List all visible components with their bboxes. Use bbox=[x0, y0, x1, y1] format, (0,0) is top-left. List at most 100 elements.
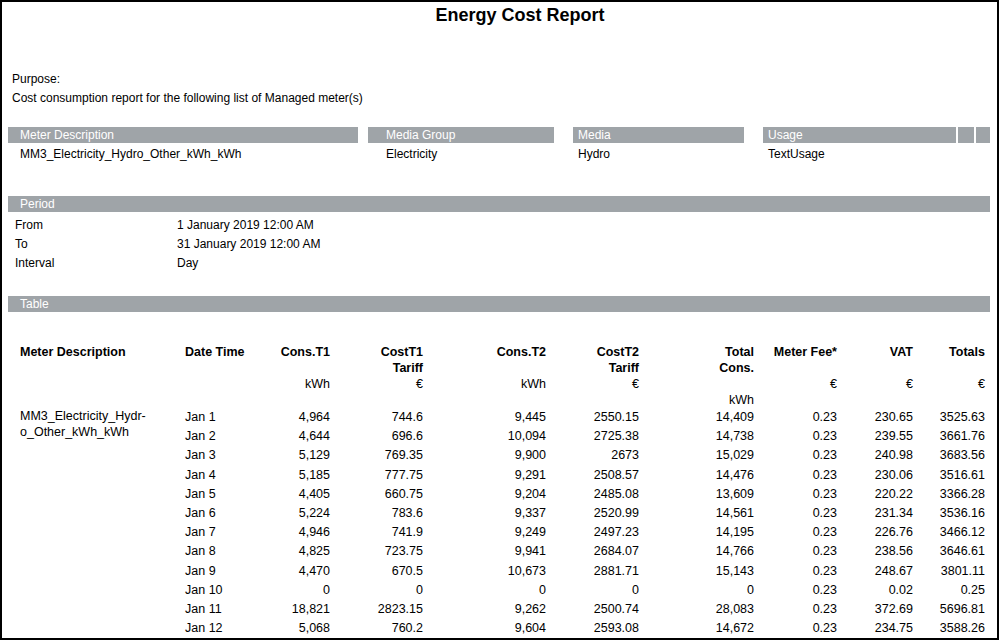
cell-cost-t1: 769.35 bbox=[330, 446, 423, 465]
column-gap bbox=[358, 127, 368, 143]
cell-cost-t1: 760.2 bbox=[330, 619, 423, 638]
cell-cons-t1: 5,068 bbox=[265, 619, 330, 638]
cell-cost-t1: 741.9 bbox=[330, 523, 423, 542]
header-empty-cell bbox=[958, 127, 974, 143]
cell-meter-fee: 0.23 bbox=[754, 523, 837, 542]
cell-cons-t1: 4,644 bbox=[265, 427, 330, 446]
cell-cost-t2: 2520.99 bbox=[546, 504, 639, 523]
table-row: Jan 6 5,224 783.6 9,337 2520.99 14,561 0… bbox=[8, 504, 990, 523]
column-gap bbox=[744, 127, 763, 143]
cell-cons-t2: 9,262 bbox=[423, 600, 546, 619]
cell-total-cons: 14,672 bbox=[639, 619, 754, 638]
purpose-text: Cost consumption report for the followin… bbox=[12, 89, 994, 108]
cell-total-cons: 14,409 bbox=[639, 408, 754, 427]
period-fields: From 1 January 2019 12:00 AM To 31 Janua… bbox=[8, 216, 990, 274]
cell-total-cons: 15,029 bbox=[639, 446, 754, 465]
cell-cons-t2: 9,941 bbox=[423, 542, 546, 561]
table-row: MM3_Electricity_Hydr- o_Other_kWh_kWh Ja… bbox=[8, 408, 990, 427]
cell-meter-description: MM3_Electricity_Hydr- o_Other_kWh_kWh bbox=[8, 408, 170, 427]
cell-meter-description bbox=[8, 581, 170, 600]
period-to-label: To bbox=[8, 235, 177, 254]
cell-meter-description bbox=[8, 542, 170, 561]
cell-cost-t2: 2508.57 bbox=[546, 466, 639, 485]
cell-cost-t2: 2485.08 bbox=[546, 485, 639, 504]
cell-meter-description bbox=[8, 600, 170, 619]
cell-total-cons: 28,083 bbox=[639, 600, 754, 619]
column-gap bbox=[744, 146, 763, 162]
cell-total-cons: 14,561 bbox=[639, 504, 754, 523]
table-row: Jan 7 4,946 741.9 9,249 2497.23 14,195 0… bbox=[8, 523, 990, 542]
purpose-section: Purpose: Cost consumption report for the… bbox=[12, 70, 994, 108]
cell-totals: 3801.11 bbox=[913, 562, 985, 581]
cell-total-cons: 0 bbox=[639, 581, 754, 600]
cell-cost-t2: 2684.07 bbox=[546, 542, 639, 561]
cell-date-time: Jan 9 bbox=[170, 562, 265, 581]
cell-vat: 372.69 bbox=[837, 600, 913, 619]
report-page: Energy Cost Report Purpose: Cost consump… bbox=[0, 0, 999, 640]
header-empty-cell bbox=[976, 127, 988, 143]
cell-cons-t1: 4,825 bbox=[265, 542, 330, 561]
cell-cons-t1: 4,470 bbox=[265, 562, 330, 581]
purpose-label: Purpose: bbox=[12, 70, 994, 89]
cell-totals: 0.25 bbox=[913, 581, 985, 600]
cell-vat: 230.65 bbox=[837, 408, 913, 427]
table-body: MM3_Electricity_Hydr- o_Other_kWh_kWh Ja… bbox=[8, 408, 990, 638]
cell-meter-fee: 0.23 bbox=[754, 466, 837, 485]
column-gap bbox=[554, 146, 573, 162]
meters-col-usage: Usage bbox=[763, 127, 956, 143]
table-row: Jan 9 4,470 670.5 10,673 2881.71 15,143 … bbox=[8, 562, 990, 581]
cell-vat: 220.22 bbox=[837, 485, 913, 504]
col-header-total-cons: Total Cons. kWh bbox=[639, 344, 754, 408]
meter-description: MM3_Electricity_Hydro_Other_kWh_kWh bbox=[8, 146, 358, 162]
cell-vat: 238.56 bbox=[837, 542, 913, 561]
cell-totals: 3466.12 bbox=[913, 523, 985, 542]
cell-meter-description bbox=[8, 504, 170, 523]
period-from-value: 1 January 2019 12:00 AM bbox=[177, 216, 990, 235]
cell-total-cons: 14,195 bbox=[639, 523, 754, 542]
meters-section: Meter Description Media Group Media Usag… bbox=[8, 127, 990, 162]
period-row-interval: Interval Day bbox=[8, 254, 990, 273]
cell-cons-t2: 9,204 bbox=[423, 485, 546, 504]
cell-date-time: Jan 7 bbox=[170, 523, 265, 542]
cell-vat: 0.02 bbox=[837, 581, 913, 600]
cell-date-time: Jan 3 bbox=[170, 446, 265, 465]
col-header-totals: Totals € bbox=[913, 344, 985, 408]
cell-cost-t1: 660.75 bbox=[330, 485, 423, 504]
period-from-label: From bbox=[8, 216, 177, 235]
cell-vat: 248.67 bbox=[837, 562, 913, 581]
col-header-cons-t1: Cons.T1 kWh bbox=[265, 344, 330, 408]
column-gap bbox=[554, 127, 573, 143]
cell-cost-t1: 0 bbox=[330, 581, 423, 600]
table-row: Jan 10 0 0 0 0 0 0.23 0.02 0.25 bbox=[8, 581, 990, 600]
cell-cost-t1: 744.6 bbox=[330, 408, 423, 427]
col-header-vat: VAT € bbox=[837, 344, 913, 408]
cell-totals: 3683.56 bbox=[913, 446, 985, 465]
meters-col-description: Meter Description bbox=[8, 127, 358, 143]
cell-cost-t2: 2725.38 bbox=[546, 427, 639, 446]
cell-meter-description bbox=[8, 485, 170, 504]
cell-date-time: Jan 10 bbox=[170, 581, 265, 600]
cell-date-time: Jan 4 bbox=[170, 466, 265, 485]
table-row: Jan 3 5,129 769.35 9,900 2673 15,029 0.2… bbox=[8, 446, 990, 465]
cell-date-time: Jan 2 bbox=[170, 427, 265, 446]
cell-cons-t1: 18,821 bbox=[265, 600, 330, 619]
cell-vat: 230.06 bbox=[837, 466, 913, 485]
cell-date-time: Jan 12 bbox=[170, 619, 265, 638]
cell-totals: 3366.28 bbox=[913, 485, 985, 504]
meter-row: MM3_Electricity_Hydro_Other_kWh_kWh Elec… bbox=[8, 146, 990, 162]
cell-cons-t1: 0 bbox=[265, 581, 330, 600]
cell-total-cons: 14,766 bbox=[639, 542, 754, 561]
table-section-header: Table bbox=[8, 296, 990, 312]
cell-cons-t2: 9,337 bbox=[423, 504, 546, 523]
cell-cost-t2: 2673 bbox=[546, 446, 639, 465]
cell-cons-t2: 9,291 bbox=[423, 466, 546, 485]
col-header-cost-t1: CostT1 Tariff € bbox=[330, 344, 423, 408]
meters-header-row: Meter Description Media Group Media Usag… bbox=[8, 127, 990, 143]
cell-cons-t1: 5,185 bbox=[265, 466, 330, 485]
cell-cons-t2: 0 bbox=[423, 581, 546, 600]
cell-meter-description bbox=[8, 523, 170, 542]
cell-cost-t2: 2881.71 bbox=[546, 562, 639, 581]
period-row-from: From 1 January 2019 12:00 AM bbox=[8, 216, 990, 235]
period-interval-label: Interval bbox=[8, 254, 177, 273]
table-column-headers: Meter Description Date Time Cons.T1 kWh … bbox=[8, 344, 990, 408]
